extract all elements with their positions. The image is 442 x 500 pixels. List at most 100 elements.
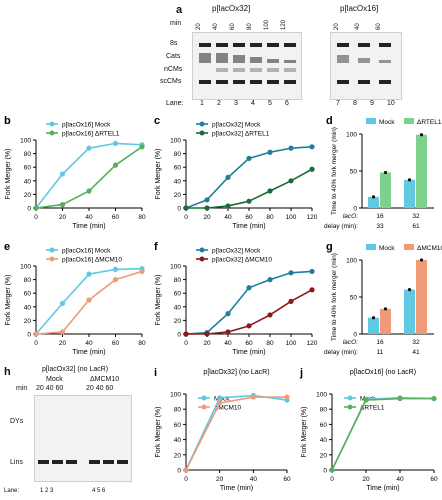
data-point <box>217 395 223 401</box>
data-point <box>309 287 315 293</box>
y-tick-label: 40 <box>24 178 32 185</box>
y-axis-label: Fork Merger (%) <box>5 275 12 326</box>
y-tick-label: 100 <box>20 264 31 271</box>
legend-entry: p[lacOx32] Mock <box>212 122 261 129</box>
gel-min-label: min <box>170 20 182 27</box>
category-label: 32 <box>412 213 420 220</box>
data-point <box>59 171 66 177</box>
data-point <box>112 162 119 168</box>
legend-entry: ΔRTEL1 <box>417 119 442 126</box>
gel-h-title: p[lacOx32] (no LacR) <box>42 366 109 373</box>
y-tick-label: 50 <box>350 169 358 176</box>
gel-a-lane-number: 1 <box>200 100 204 107</box>
x-tick-label: 20 <box>203 340 211 347</box>
data-point <box>112 277 119 283</box>
x-tick-label: 0 <box>34 340 38 347</box>
gel-h <box>34 395 132 482</box>
data-point <box>267 149 273 155</box>
panel-label-b: b <box>4 115 11 127</box>
x-tick-label: 0 <box>184 340 188 347</box>
chart-f: f 0 20 40 60 80 100 0 20 40 60 80 100 120 Time (min) Fo… <box>154 241 318 356</box>
x-tick-label: 120 <box>307 214 318 221</box>
legend-marker <box>347 404 353 410</box>
legend-entry: ΔMCM10 <box>214 405 241 412</box>
y-axis-label: Fork Merger (%) <box>155 149 162 200</box>
y-tick-label: 0 <box>353 206 357 213</box>
data-point <box>225 311 231 317</box>
y-tick-label: 0 <box>27 332 31 339</box>
data-point <box>86 271 92 277</box>
gel-a-time-label: 80 <box>247 23 253 30</box>
data-point <box>284 394 290 400</box>
y-axis-label: Fork Merger (%) <box>5 149 12 200</box>
gel-left-bands <box>199 43 296 84</box>
y-tick-label: 100 <box>170 264 181 271</box>
data-point <box>267 277 273 283</box>
bar <box>404 289 415 334</box>
y-tick-label: 40 <box>320 437 328 444</box>
x-axis-label: Time (min) <box>232 349 265 356</box>
gel-h-lane-label: Lane: <box>4 488 20 494</box>
gel-left-title: p[lacOx32] <box>212 4 251 13</box>
x-tick-label: 60 <box>430 476 438 483</box>
delay-value: 41 <box>412 349 420 356</box>
legend-marker <box>199 256 205 262</box>
gel-h-bands <box>38 460 128 464</box>
y-tick-label: 100 <box>170 392 181 399</box>
series-line <box>35 270 143 335</box>
bar <box>380 308 391 334</box>
gel-a-lane-number: 8 <box>353 100 357 107</box>
legend-marker <box>49 130 55 136</box>
y-tick-label: 60 <box>24 291 32 298</box>
data-point <box>267 312 273 318</box>
data-point <box>288 145 294 151</box>
panel-label-c: c <box>154 115 160 127</box>
data-point <box>183 205 189 211</box>
legend-entry: Mock <box>379 245 395 252</box>
data-point <box>112 266 119 272</box>
x-tick-label: 120 <box>307 340 318 347</box>
legend-entry: p[lacOx32] ΔRTEL1 <box>212 131 270 138</box>
data-point <box>288 298 294 304</box>
gel-h-group1: Mock <box>46 376 63 383</box>
y-tick-label: 60 <box>24 165 32 172</box>
data-point <box>246 155 252 161</box>
y-tick-label: 80 <box>174 151 182 158</box>
panel-label-e: e <box>4 241 10 253</box>
data-point <box>86 145 92 151</box>
gel-a-time-label: 40 <box>213 23 219 30</box>
bar <box>380 172 391 208</box>
data-point <box>288 270 294 276</box>
chart-title: p[lacOx16] (no LacR) <box>350 369 416 376</box>
x-axis-label: Time (min) <box>220 485 253 492</box>
panel-label-g: g <box>326 241 333 253</box>
gel-a-lane-number: 4 <box>251 100 255 107</box>
y-tick-label: 50 <box>350 295 358 302</box>
delay-axis-label: delay (min): <box>324 223 358 230</box>
y-tick-label: 0 <box>323 468 327 475</box>
legend-entry: ΔRTEL1 <box>360 405 385 412</box>
legend-marker <box>199 130 205 136</box>
y-axis-label: Fork Merger (%) <box>301 407 308 458</box>
x-tick-label: 60 <box>245 340 253 347</box>
y-tick-label: 40 <box>24 304 32 311</box>
legend-marker <box>199 247 205 253</box>
x-tick-label: 40 <box>85 214 93 221</box>
gel-left <box>192 32 302 100</box>
gel-right <box>330 32 402 100</box>
y-tick-label: 20 <box>174 452 182 459</box>
x-tick-label: 100 <box>286 340 297 347</box>
data-point <box>431 395 437 402</box>
y-tick-label: 40 <box>174 437 182 444</box>
data-point <box>246 285 252 291</box>
panel-label-j: j <box>299 367 303 379</box>
y-axis-label: Fork Merger (%) <box>155 407 162 458</box>
bar <box>416 134 427 208</box>
delay-value: 61 <box>412 223 420 230</box>
legend-swatch <box>404 118 414 124</box>
x-tick-label: 80 <box>266 340 274 347</box>
chart-c: c 0 20 40 60 80 100 0 20 40 60 80 100 120 Time (min) Fo… <box>154 115 318 230</box>
panel-label-d: d <box>326 115 333 127</box>
bar-point <box>371 195 376 199</box>
bar-point <box>371 316 376 320</box>
